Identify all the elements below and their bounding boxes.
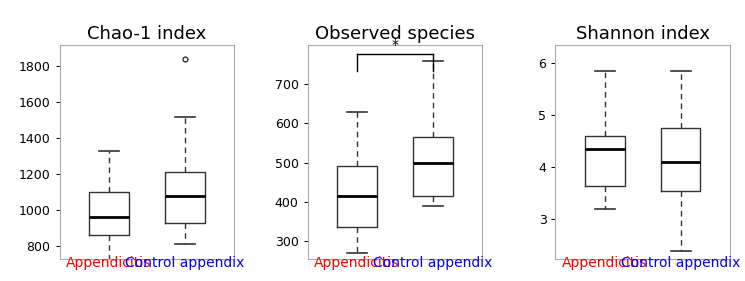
Text: Appendicitis: Appendicitis — [66, 256, 151, 270]
Text: Control appendix: Control appendix — [373, 256, 492, 270]
Text: Control appendix: Control appendix — [621, 256, 741, 270]
Text: *: * — [391, 38, 399, 53]
Title: Chao-1 index: Chao-1 index — [87, 25, 206, 43]
Text: Appendicitis: Appendicitis — [314, 256, 399, 270]
Text: Control appendix: Control appendix — [125, 256, 244, 270]
Title: Observed species: Observed species — [315, 25, 475, 43]
Text: Appendicitis: Appendicitis — [562, 256, 647, 270]
Title: Shannon index: Shannon index — [576, 25, 710, 43]
